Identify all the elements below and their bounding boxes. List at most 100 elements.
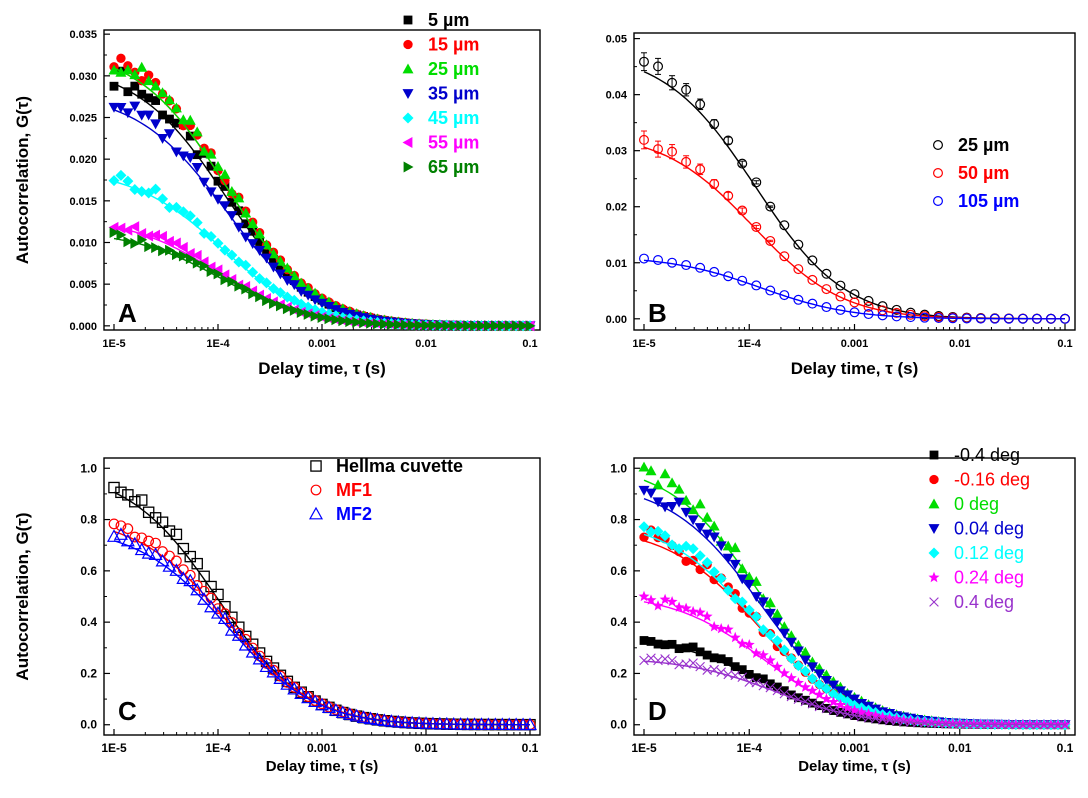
data-point-shape xyxy=(779,251,790,262)
data-point-shape xyxy=(330,305,342,316)
data-point xyxy=(288,280,300,291)
data-point xyxy=(652,525,664,537)
data-point-shape xyxy=(771,635,783,647)
data-point xyxy=(183,573,198,587)
data-point xyxy=(687,515,699,526)
data-point xyxy=(765,201,776,212)
data-point xyxy=(439,716,454,730)
data-point xyxy=(198,177,210,188)
data-point-shape xyxy=(799,665,811,677)
data-point xyxy=(638,461,650,472)
data-point xyxy=(122,108,134,119)
data-point xyxy=(722,540,734,551)
data-point-shape xyxy=(309,287,321,298)
data-point-shape xyxy=(659,530,671,542)
legend-marker-shape xyxy=(928,547,940,559)
data-point-shape xyxy=(750,647,762,658)
data-point xyxy=(212,237,224,249)
data-point xyxy=(688,658,698,668)
data-point xyxy=(130,237,141,249)
data-point-shape xyxy=(793,264,804,275)
data-point xyxy=(446,716,461,730)
data-point-shape xyxy=(821,268,832,279)
data-point xyxy=(1004,719,1014,730)
data-point xyxy=(771,608,783,619)
data-point xyxy=(961,313,972,324)
data-point xyxy=(488,717,503,731)
data-point-shape xyxy=(217,611,232,625)
data-point-shape xyxy=(681,556,691,567)
data-point-shape xyxy=(122,224,133,236)
data-point xyxy=(442,320,453,332)
data-point-shape xyxy=(709,653,719,663)
data-point-shape xyxy=(785,672,797,683)
data-point xyxy=(954,719,965,729)
data-point-shape xyxy=(206,265,217,277)
data-point-shape xyxy=(342,707,357,720)
data-point xyxy=(694,498,706,509)
data-point xyxy=(248,288,259,300)
data-point xyxy=(177,241,188,253)
x-tick-label: 1E-5 xyxy=(631,741,657,755)
data-point xyxy=(234,206,244,216)
x-tick-label: 1E-4 xyxy=(205,741,231,755)
data-point-shape xyxy=(157,87,169,98)
legend-label: 25 µm xyxy=(958,135,1009,155)
data-point xyxy=(217,611,232,625)
data-point xyxy=(163,201,175,213)
x-tick-label: 0.001 xyxy=(841,338,869,350)
data-point xyxy=(680,507,692,518)
data-point-shape xyxy=(184,247,195,259)
data-point-shape xyxy=(737,205,748,216)
data-point-shape xyxy=(709,178,720,189)
data-point-shape xyxy=(122,64,134,75)
data-point xyxy=(709,664,719,675)
data-point-shape xyxy=(849,307,860,318)
data-point-shape xyxy=(123,236,134,248)
data-point-shape xyxy=(667,146,678,157)
data-point xyxy=(302,290,314,301)
data-point xyxy=(252,651,267,665)
data-point xyxy=(308,694,323,708)
data-point xyxy=(645,465,657,476)
data-point xyxy=(1031,313,1042,324)
data-point-shape xyxy=(274,287,286,299)
data-point xyxy=(324,313,335,325)
data-point xyxy=(813,688,825,700)
data-point-shape xyxy=(652,600,664,611)
data-point xyxy=(435,320,446,332)
data-point xyxy=(821,703,832,714)
data-point xyxy=(807,298,818,309)
data-point-shape xyxy=(863,708,874,719)
data-point-shape xyxy=(282,303,293,315)
data-point-shape xyxy=(681,659,691,669)
data-point xyxy=(764,654,776,666)
series-0: 25 µm xyxy=(638,52,1070,324)
data-point-shape xyxy=(743,639,755,650)
data-point xyxy=(516,717,531,731)
data-point xyxy=(185,131,195,141)
data-point xyxy=(1039,719,1049,730)
data-point xyxy=(331,314,342,326)
data-point-shape xyxy=(933,717,945,728)
data-point xyxy=(143,535,155,547)
data-point-shape xyxy=(288,280,300,291)
legend-marker xyxy=(928,498,940,509)
panel-A: 1E-5 1E-4 0.001 0.01 0.1 0.000 0.005 0.010 0.015… xyxy=(13,10,541,378)
panel-label: A xyxy=(118,298,137,328)
data-point xyxy=(639,655,649,666)
series-0: Hellma cuvette xyxy=(108,456,536,731)
data-point xyxy=(1059,313,1070,324)
data-point-shape xyxy=(287,681,302,695)
data-point xyxy=(261,253,273,264)
data-point-shape xyxy=(674,659,684,670)
data-point xyxy=(771,635,783,647)
data-point-shape xyxy=(254,228,266,239)
data-point xyxy=(639,532,649,542)
data-point-shape xyxy=(659,502,671,513)
data-point xyxy=(983,719,993,730)
data-point-shape xyxy=(418,716,434,729)
data-point-shape xyxy=(393,319,404,331)
data-point xyxy=(778,628,790,639)
data-point-shape xyxy=(170,147,182,158)
